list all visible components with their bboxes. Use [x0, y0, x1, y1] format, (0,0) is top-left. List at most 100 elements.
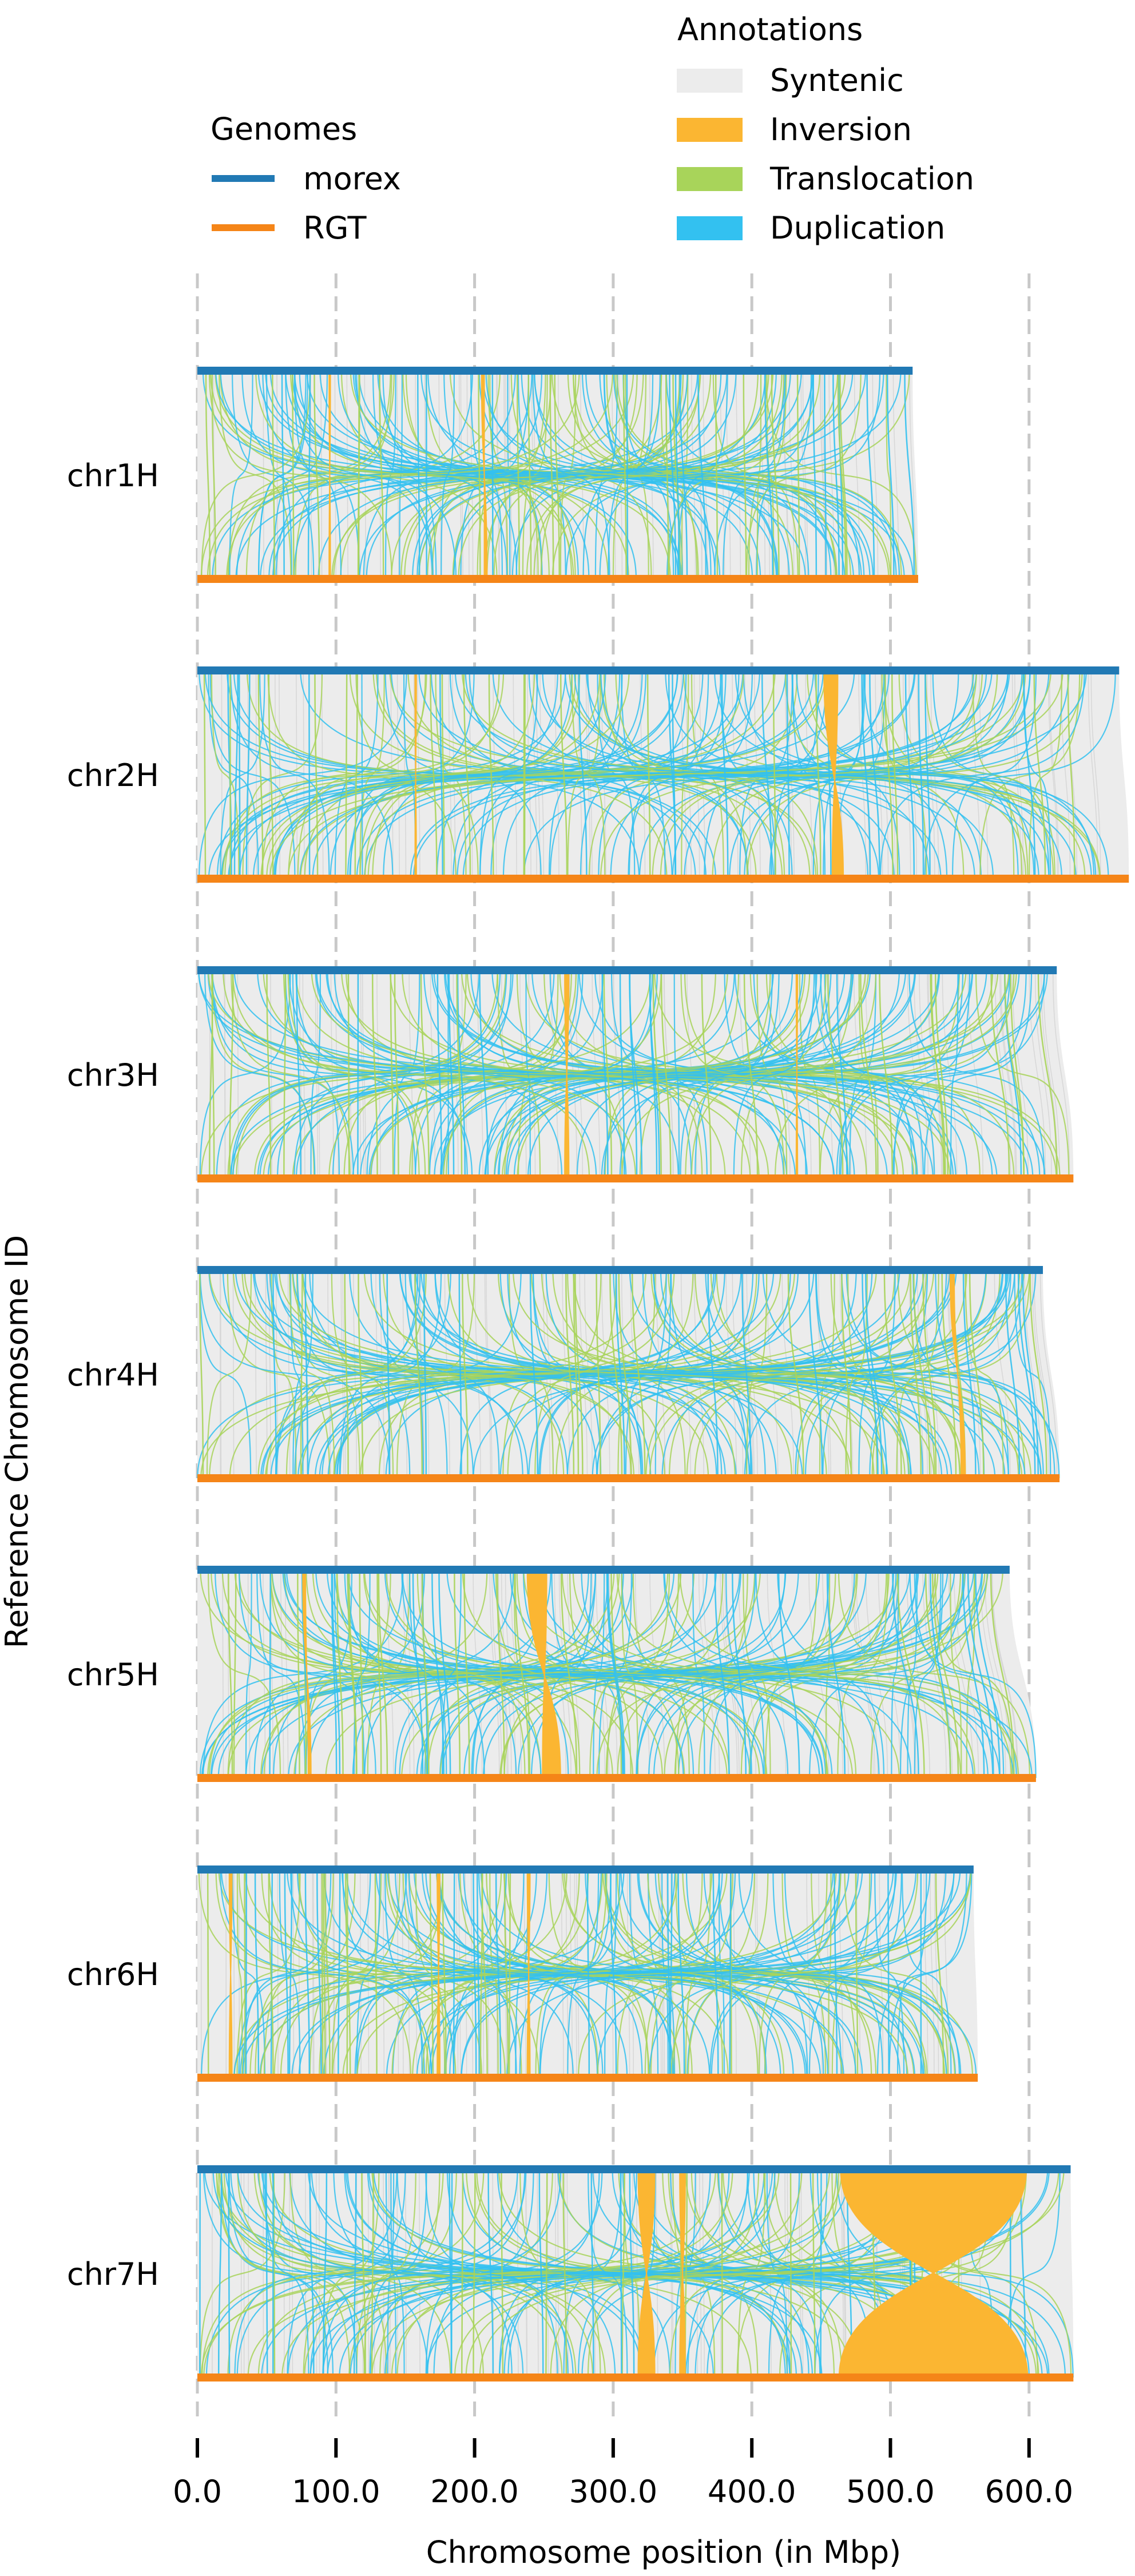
translocation-link — [721, 2169, 723, 2378]
duplication-link — [685, 2169, 1022, 2378]
duplication-link — [299, 370, 590, 579]
inversion-chr1H-0 — [328, 370, 331, 579]
duplication-link — [284, 1869, 289, 2078]
translocation-link — [748, 370, 787, 579]
translocation-link — [228, 1569, 233, 1779]
translocation-link — [660, 970, 672, 1179]
duplication-link — [295, 970, 468, 1179]
translocation-link — [565, 1269, 575, 1479]
duplication-link — [331, 1569, 338, 1779]
translocation-link — [261, 1869, 483, 2078]
duplication-link — [862, 1269, 879, 1479]
legend-label-translocation: Translocation — [769, 161, 974, 197]
duplication-link — [507, 1269, 644, 1479]
translocation-link — [211, 670, 240, 879]
translocation-link — [394, 970, 399, 1179]
duplication-link — [412, 670, 1087, 879]
duplication-link — [714, 1569, 730, 1779]
translocation-link — [690, 970, 877, 1179]
translocation-link — [1037, 970, 1058, 1179]
syntenic-link — [334, 1869, 335, 2078]
x-tick-label: 300.0 — [569, 2474, 658, 2510]
syntenic-link — [313, 1869, 315, 2078]
translocation-link — [969, 1269, 985, 1479]
translocation-link — [430, 670, 438, 879]
translocation-link — [774, 970, 1015, 1179]
translocation-link — [617, 1869, 767, 2078]
duplication-link — [666, 1869, 670, 2078]
syntenic-link — [1052, 970, 1070, 1179]
duplication-link — [840, 970, 1045, 1179]
duplication-link — [310, 970, 322, 1179]
duplication-link — [904, 670, 915, 879]
translocation-link — [445, 970, 662, 1179]
duplication-link — [626, 370, 629, 579]
translocation-link — [622, 370, 627, 579]
translocation-link — [478, 370, 481, 579]
translocation-link — [273, 2169, 276, 2378]
duplication-link — [238, 670, 241, 879]
translocation-link — [503, 1869, 509, 2078]
duplication-link — [438, 1569, 451, 1779]
translocation-link — [860, 970, 877, 1179]
translocation-link — [344, 1269, 349, 1479]
translocation-link — [1029, 1269, 1047, 1479]
duplication-link — [950, 970, 959, 1179]
duplication-link — [924, 670, 931, 879]
duplication-link — [330, 670, 684, 879]
duplication-link — [729, 1869, 732, 2078]
translocation-link — [336, 1569, 344, 1779]
translocation-link — [516, 370, 520, 579]
translocation-link — [345, 670, 348, 879]
duplication-link — [214, 1569, 428, 1779]
duplication-link — [423, 1269, 427, 1479]
duplication-link — [914, 1569, 942, 1779]
duplication-link — [479, 970, 489, 1179]
translocation-link — [429, 1869, 434, 2078]
duplication-link — [334, 970, 627, 1179]
translocation-link — [441, 670, 445, 879]
duplication-link — [245, 1569, 252, 1779]
duplication-link — [711, 1869, 947, 2078]
legend-label-inversion: Inversion — [770, 112, 912, 148]
duplication-link — [836, 2169, 1074, 2378]
translocation-link — [765, 970, 946, 1179]
translocation-link — [614, 370, 836, 579]
translocation-link — [513, 1269, 1032, 1479]
duplication-link — [918, 670, 924, 879]
translocation-link — [950, 1569, 962, 1779]
translocation-link — [685, 970, 827, 1179]
translocation-link — [348, 1569, 358, 1779]
legend-label-morex: morex — [303, 161, 401, 197]
x-tick-label: 0.0 — [173, 2474, 222, 2510]
translocation-link — [268, 1869, 274, 2078]
translocation-link — [910, 1269, 922, 1479]
translocation-link — [298, 1869, 506, 2078]
duplication-link — [838, 370, 844, 579]
translocation-link — [463, 1569, 470, 1779]
duplication-link — [820, 2169, 822, 2378]
translocation-link — [749, 970, 981, 1179]
duplication-link — [245, 670, 251, 879]
duplication-link — [935, 1269, 1009, 1479]
duplication-link — [347, 670, 606, 879]
duplication-link — [1014, 1269, 1051, 1479]
duplication-link — [951, 670, 1037, 879]
duplication-link — [578, 670, 588, 879]
translocation-link — [236, 1869, 243, 2078]
duplication-link — [622, 2169, 809, 2378]
duplication-link — [270, 1269, 955, 1479]
translocation-link — [838, 1569, 1030, 1779]
duplication-link — [815, 1269, 887, 1479]
syntenic-link — [916, 1269, 932, 1479]
syntenic-link — [856, 1869, 861, 2078]
syntenic-link — [865, 1569, 888, 1779]
duplication-link — [896, 1869, 927, 2078]
translocation-link — [374, 1869, 378, 2078]
legend-genomes: Genomes morex RGT — [211, 111, 401, 246]
duplication-link — [204, 970, 316, 1179]
translocation-link — [679, 1569, 1012, 1779]
legend-annotations-title: Annotations — [677, 11, 863, 47]
legend-swatch-inversion — [677, 118, 743, 142]
